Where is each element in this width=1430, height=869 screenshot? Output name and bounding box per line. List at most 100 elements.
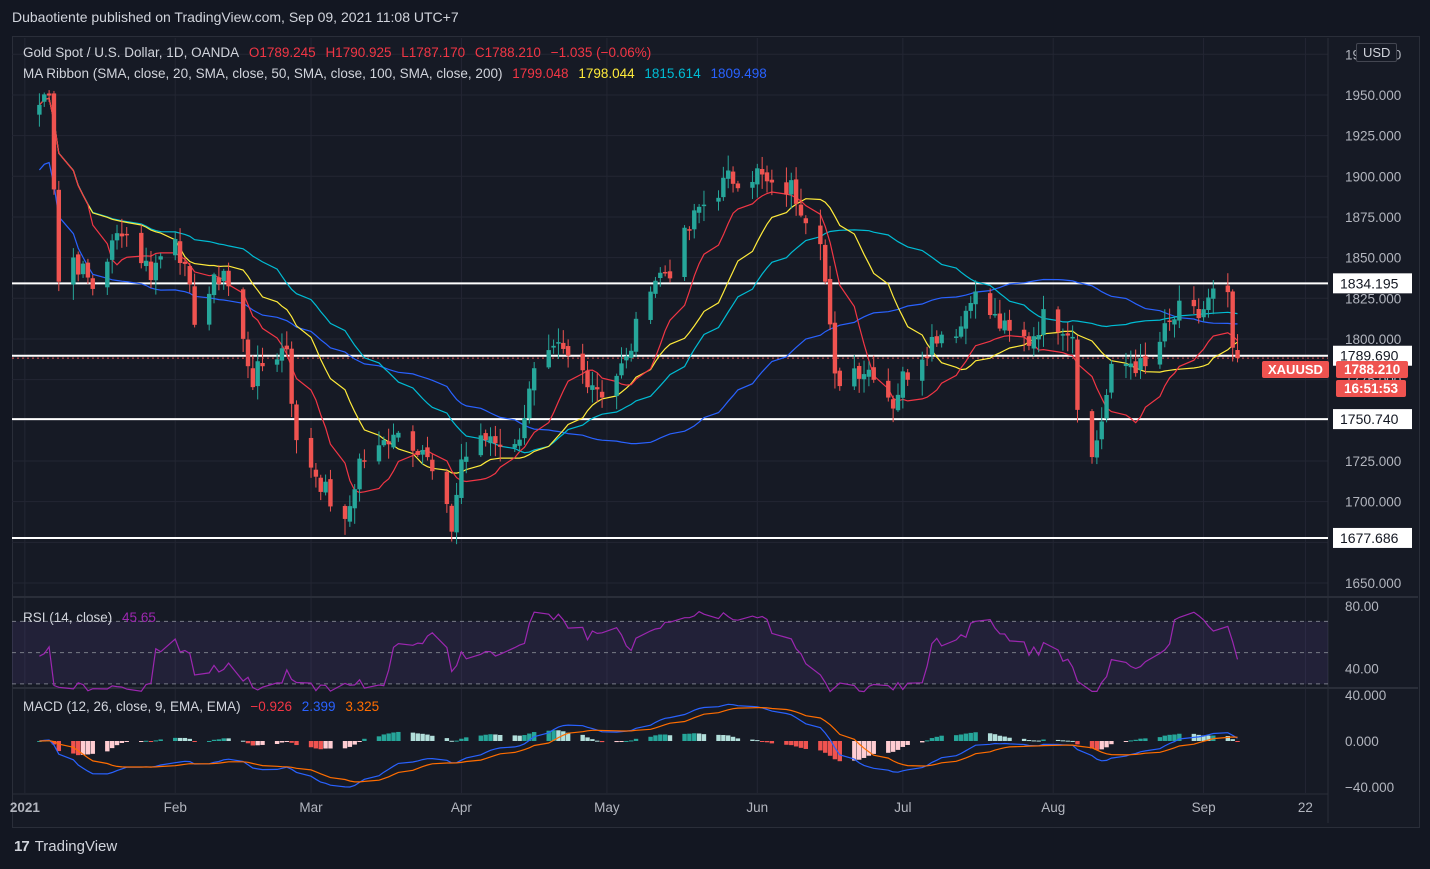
candle-body xyxy=(730,171,736,184)
candle xyxy=(861,360,867,393)
macd-hist-bar xyxy=(619,741,624,742)
candle xyxy=(1026,332,1032,351)
candle xyxy=(1094,430,1100,465)
macd-hist-bar xyxy=(764,741,770,743)
macd-hist-bar xyxy=(939,735,944,741)
candle-body xyxy=(633,318,639,352)
candle xyxy=(793,167,799,216)
price-tick-label: 1825.000 xyxy=(1345,291,1401,306)
macd-hist-bar xyxy=(953,735,959,741)
candle xyxy=(590,371,595,403)
macd-hist-value: −0.926 xyxy=(250,699,292,714)
candle-body xyxy=(109,240,115,260)
level-badge-bg xyxy=(1333,273,1412,294)
candle xyxy=(342,504,348,535)
candle-body xyxy=(784,182,789,195)
time-tick-label: 2021 xyxy=(10,800,41,815)
candle xyxy=(1211,279,1216,315)
ma100-value: 1815.614 xyxy=(644,66,701,81)
candle xyxy=(837,367,842,391)
candle xyxy=(1162,309,1167,348)
ohlc-high: H1790.925 xyxy=(325,45,392,60)
candle-body xyxy=(861,374,867,380)
gridlines xyxy=(12,38,1328,793)
ma-legend: MA Ribbon (SMA, close, 20, SMA, close, 5… xyxy=(23,66,773,81)
candle-body xyxy=(531,368,537,391)
candle xyxy=(260,347,265,372)
macd-hist-bar xyxy=(837,741,842,762)
candle xyxy=(512,439,517,453)
level-badge-text: 1789.690 xyxy=(1340,348,1399,364)
macd-hist-bar xyxy=(226,738,231,741)
currency-button[interactable]: USD xyxy=(1356,43,1398,62)
candle xyxy=(1007,309,1012,342)
candle-body xyxy=(527,388,532,419)
candle-body xyxy=(153,262,159,281)
candle-body xyxy=(789,180,794,195)
candle xyxy=(56,180,62,292)
candle-body xyxy=(963,310,969,329)
price-tick-label: 1850.000 xyxy=(1345,251,1401,266)
candle-body xyxy=(90,278,95,289)
price-tick-label: 1875.000 xyxy=(1345,210,1401,225)
macd-hist-bar xyxy=(856,741,862,760)
candle xyxy=(425,436,430,461)
candle-body xyxy=(56,189,62,282)
chart-frame[interactable] xyxy=(12,36,1420,828)
rsi-tick-label: 80.00 xyxy=(1345,599,1379,614)
candle-body xyxy=(682,227,687,278)
macd-hist-bar xyxy=(1133,739,1138,741)
candle xyxy=(735,180,741,192)
candle-body xyxy=(250,368,256,388)
candle xyxy=(1128,350,1134,380)
candle xyxy=(517,428,522,452)
macd-hist-bar xyxy=(517,735,522,741)
candle-body xyxy=(832,322,838,374)
candle-body xyxy=(1133,361,1138,374)
candle xyxy=(153,254,159,295)
macd-hist-bar xyxy=(852,741,857,761)
macd-hist-bar xyxy=(80,741,86,755)
macd-hist-bar xyxy=(498,734,503,741)
macd-hist-bar xyxy=(1201,735,1206,741)
macd-tick-label: 0.000 xyxy=(1345,734,1379,749)
candle xyxy=(827,265,833,331)
candle-body xyxy=(352,489,357,509)
macd-label: MACD (12, 26, close, 9, EMA, EMA) xyxy=(23,699,241,714)
macd-hist-bar xyxy=(488,734,493,741)
macd-hist-bar xyxy=(599,741,605,743)
candle xyxy=(527,381,532,424)
ma200-value: 1809.498 xyxy=(710,66,767,81)
candle-body xyxy=(1060,334,1066,336)
candle xyxy=(648,286,653,325)
macd-hist-bar xyxy=(182,737,188,741)
candle xyxy=(328,469,333,512)
candle-body xyxy=(37,104,42,115)
candle-body xyxy=(953,336,959,338)
candle xyxy=(818,209,823,261)
candle xyxy=(274,353,280,372)
candle xyxy=(187,262,192,293)
time-tick-label: Jul xyxy=(894,800,911,815)
candle-body xyxy=(173,238,178,256)
macd-hist-bar xyxy=(585,737,590,741)
candle xyxy=(963,305,969,345)
candle-body xyxy=(80,263,86,275)
macd-hist-bar xyxy=(973,732,978,741)
macd-hist-bar xyxy=(342,741,348,749)
candle xyxy=(1157,331,1163,369)
candle-body xyxy=(1128,363,1134,368)
candle-body xyxy=(444,471,450,505)
candle-body xyxy=(308,437,314,468)
candle xyxy=(1021,321,1027,352)
macd-hist-bar xyxy=(861,741,867,758)
candle-body xyxy=(939,334,944,344)
candle-body xyxy=(803,218,809,224)
candle-body xyxy=(696,206,702,213)
candle-body xyxy=(1021,329,1027,337)
candle xyxy=(42,92,47,107)
candle xyxy=(1167,308,1172,331)
candle-body xyxy=(1065,333,1070,336)
candle xyxy=(1041,295,1046,347)
